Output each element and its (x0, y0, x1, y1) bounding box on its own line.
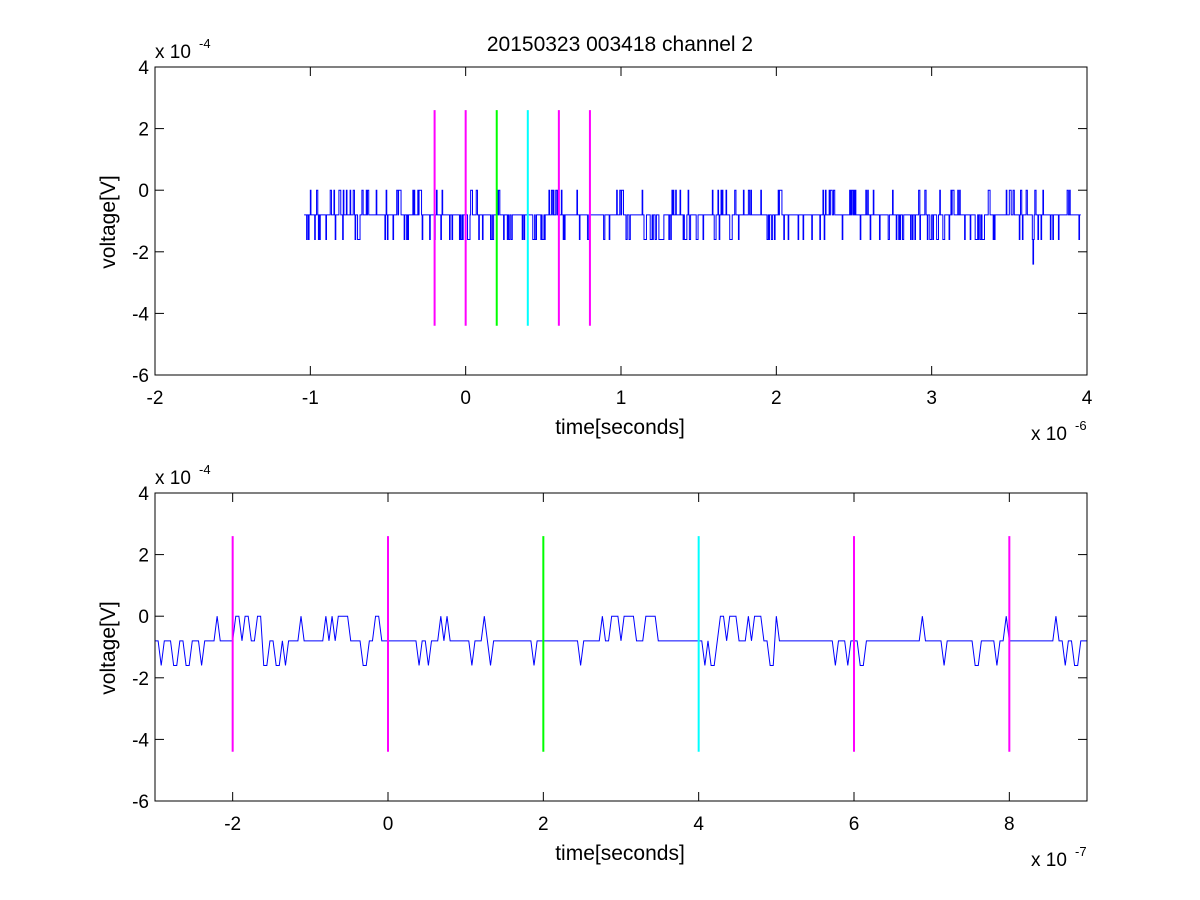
top-signal-layer (304, 189, 1081, 265)
figure-title: 20150323 003418 channel 2 (487, 33, 753, 56)
top-y-axis-label: voltage[V] (97, 175, 120, 268)
bottom-y-tick-label-4: 2 (138, 546, 149, 567)
bottom-y-axis-label: voltage[V] (97, 601, 120, 694)
bottom-x-multiplier: x 10 (1031, 850, 1067, 871)
top-x-tick-label-4: 2 (771, 388, 782, 409)
bottom-x-tick-label-0: -2 (224, 814, 241, 835)
bottom-subplot: -2 0 2 4 6 8 -6 -4 -2 0 2 4 time[seconds] voltage[V… (97, 462, 1088, 871)
top-y-multiplier-exponent: -4 (199, 36, 211, 51)
bottom-x-tick-label-5: 8 (1004, 814, 1015, 835)
bottom-axes: -2 0 2 4 6 8 -6 -4 -2 0 2 4 (132, 484, 1088, 835)
top-x-tick-label-6: 4 (1082, 388, 1093, 409)
bottom-axes-box (154, 492, 1088, 802)
top-subplot: -2 -1 0 1 2 3 4 -6 -4 -2 0 2 4 time[seconds] voltage… (97, 36, 1093, 445)
bottom-y-tick-label-5: 4 (138, 484, 149, 505)
top-x-tick-label-3: 1 (616, 388, 627, 409)
bottom-y-tick-label-3: 0 (138, 607, 149, 628)
bottom-y-tick-label-1: -4 (132, 730, 149, 751)
bottom-marker-layer (231, 536, 1011, 752)
bottom-y-tick-label-0: -6 (132, 792, 149, 813)
top-y-multiplier: x 10 (155, 42, 191, 63)
bottom-y-multiplier-exponent: -4 (199, 462, 211, 477)
bottom-signal-trace (155, 615, 1087, 666)
bottom-x-tick-label-1: 0 (383, 814, 394, 835)
top-y-tick-label-5: 4 (138, 58, 149, 79)
top-x-multiplier-exponent: -6 (1075, 418, 1087, 433)
bottom-x-multiplier-exponent: -7 (1075, 844, 1087, 859)
bottom-x-tick-label-2: 2 (538, 814, 549, 835)
bottom-x-tick-label-3: 4 (693, 814, 704, 835)
top-x-tick-label-1: -1 (302, 388, 319, 409)
top-y-tick-label-0: -6 (132, 366, 149, 387)
bottom-x-tick-label-4: 6 (849, 814, 860, 835)
bottom-y-tick-label-2: -2 (132, 669, 149, 690)
top-marker-layer (433, 110, 591, 326)
top-signal-trace (304, 189, 1081, 265)
bottom-x-axis-label: time[seconds] (555, 842, 685, 865)
top-x-axis-label: time[seconds] (555, 416, 685, 439)
top-y-tick-label-3: 0 (138, 181, 149, 202)
top-y-tick-label-1: -4 (132, 304, 149, 325)
bottom-signal-layer (155, 615, 1087, 666)
top-x-tick-label-5: 3 (926, 388, 937, 409)
top-axes: -2 -1 0 1 2 3 4 -6 -4 -2 0 2 4 (132, 58, 1093, 409)
top-y-tick-label-2: -2 (132, 243, 149, 264)
top-y-tick-label-4: 2 (138, 120, 149, 141)
bottom-y-multiplier: x 10 (155, 468, 191, 489)
top-x-tick-label-2: 0 (460, 388, 471, 409)
top-x-tick-label-0: -2 (147, 388, 164, 409)
top-x-multiplier: x 10 (1031, 424, 1067, 445)
